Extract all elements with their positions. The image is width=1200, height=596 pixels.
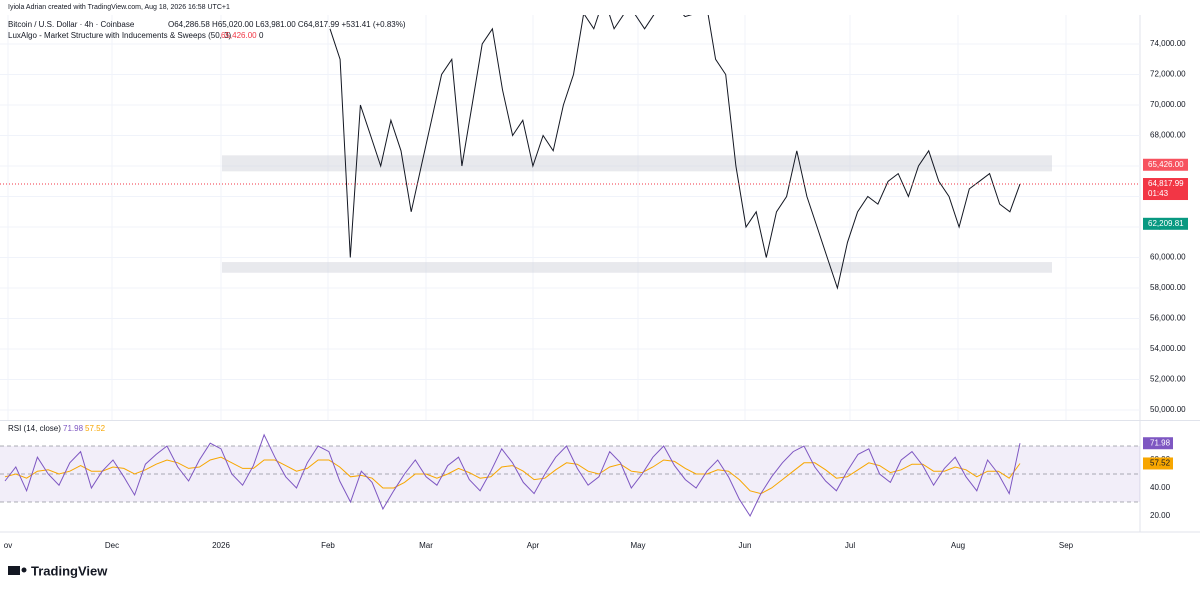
- price-badge-label: 65,426.00: [1148, 160, 1184, 169]
- y-tick-label: 52,000.00: [1150, 375, 1186, 384]
- y-tick-label: 56,000.00: [1150, 314, 1186, 323]
- rsi-badge-label: 71.98: [1150, 438, 1171, 447]
- ohlc: O64,286.58 H65,020.00 L63,981.00 C64,817…: [168, 20, 406, 29]
- credit: Iyiola Adrian created with TradingView.c…: [8, 4, 230, 11]
- rsi-tick-label: 20.00: [1150, 511, 1171, 520]
- price-badge: [1143, 158, 1188, 171]
- x-tick-label: Dec: [105, 541, 119, 550]
- symbol: Bitcoin / U.S. Dollar · 4h · Coinbase: [8, 20, 135, 29]
- rsi-label: RSI (14, close): [8, 424, 61, 433]
- indicator-value: 65,426.00: [221, 31, 257, 40]
- x-tick-label: Jul: [845, 541, 855, 550]
- indicator: LuxAlgo - Market Structure with Induceme…: [8, 31, 232, 40]
- x-tick-label: Jun: [739, 541, 752, 550]
- y-tick-label: 50,000.00: [1150, 405, 1186, 414]
- main-pane: [0, 15, 1140, 420]
- axes: 50,000.00 52,000.00 54,000.00 56,000.00 58,0…: [4, 39, 1188, 550]
- y-tick-label: 60,000.00: [1150, 253, 1186, 262]
- y-tick-label: 58,000.00: [1150, 283, 1186, 292]
- price-badge-label: 64,817.99: [1148, 179, 1184, 188]
- rsi-ma-value: 57.52: [85, 424, 106, 433]
- rsi-pane: [0, 433, 1140, 518]
- rsi-tick-label: 40.00: [1150, 483, 1171, 492]
- x-tick-label: Mar: [419, 541, 433, 550]
- logo: [8, 566, 27, 575]
- rsi-line: [4, 433, 1021, 518]
- y-tick-label: 70,000.00: [1150, 100, 1186, 109]
- price-badge: [1143, 178, 1188, 201]
- x-tick-label: ov: [4, 541, 12, 550]
- x-tick-label: Apr: [527, 541, 540, 550]
- price-line: [329, 15, 1021, 290]
- footer-brand: TradingView: [31, 563, 108, 578]
- x-tick-label: 2026: [212, 541, 230, 550]
- x-tick-label: Sep: [1059, 541, 1074, 550]
- y-tick-label: 54,000.00: [1150, 344, 1186, 353]
- price-badge: [1143, 217, 1188, 230]
- y-tick-label: 68,000.00: [1150, 131, 1186, 140]
- rsi-ma-badge-label: 57.52: [1150, 459, 1171, 468]
- y-tick-label: 74,000.00: [1150, 39, 1186, 48]
- countdown: 01:43: [1148, 189, 1169, 198]
- rsi-badge: [1143, 437, 1173, 450]
- zone: [222, 262, 1052, 273]
- x-tick-label: Aug: [951, 541, 965, 550]
- zone: [222, 155, 1052, 172]
- price-badge-label: 62,209.81: [1148, 219, 1184, 228]
- x-tick-label: Feb: [321, 541, 335, 550]
- x-tick-label: May: [630, 541, 645, 550]
- y-tick-label: 72,000.00: [1150, 70, 1186, 79]
- rsi-ma-badge: [1143, 457, 1173, 470]
- indicator-value2: 0: [259, 31, 264, 40]
- rsi-value: 71.98: [63, 424, 84, 433]
- rsi-ma-line: [4, 456, 1021, 495]
